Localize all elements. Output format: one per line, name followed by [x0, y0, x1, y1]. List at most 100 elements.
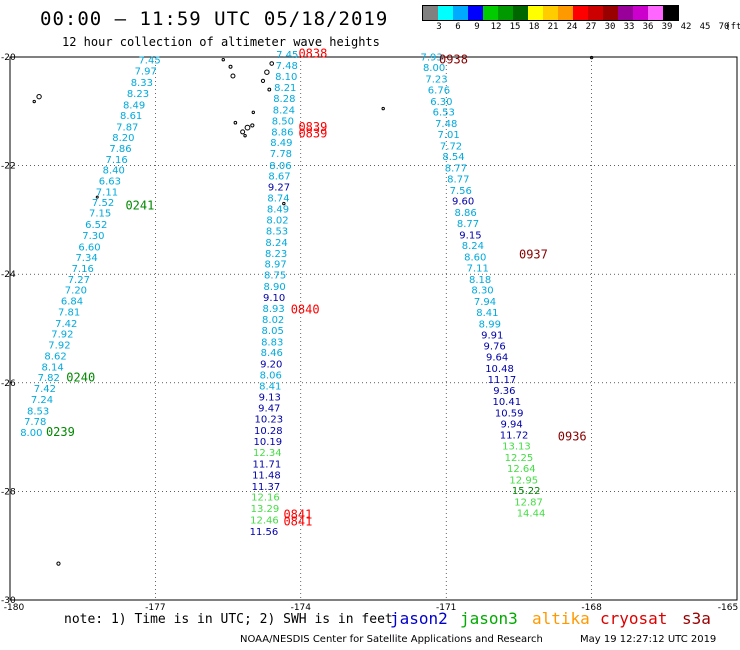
wave-height-value: 11.56 [250, 527, 279, 538]
wave-height-value: 8.28 [273, 94, 295, 105]
wave-height-value: 8.23 [127, 89, 149, 100]
x-tick-label: -171 [436, 603, 456, 613]
chart-title: 00:00 – 11:59 UTC 05/18/2019 [40, 8, 389, 30]
wave-height-value: 7.23 [425, 75, 447, 86]
wave-height-value: 14.44 [517, 508, 546, 519]
wave-height-value: 8.90 [263, 282, 285, 293]
y-tick-label: -22 [1, 162, 16, 172]
wave-height-value: 10.23 [254, 414, 283, 425]
wave-height-value: 7.92 [48, 341, 70, 352]
island-outline [32, 99, 36, 104]
legend-label: 42 [680, 22, 692, 32]
island-outline [95, 195, 99, 199]
wave-height-value: 9.27 [268, 183, 290, 194]
legend-swatch [483, 6, 498, 20]
wave-height-value: 7.82 [38, 373, 60, 384]
wave-height-value: 8.41 [259, 381, 281, 392]
wave-height-value: 8.86 [271, 128, 293, 139]
island-outline [260, 78, 266, 83]
legend-label: 21 [547, 22, 559, 32]
credit-text: NOAA/NESDIS Center for Satellite Applica… [240, 634, 543, 645]
wave-height-value: 8.53 [266, 227, 288, 238]
wave-height-value: 7.16 [105, 155, 127, 166]
island-outline [56, 561, 61, 566]
y-tick-label: -24 [1, 270, 16, 280]
wave-height-value: 7.78 [270, 149, 292, 160]
wave-height-value: 7.92 [51, 330, 73, 341]
wave-height-value: 8.86 [454, 208, 476, 219]
wave-height-value: 7.01 [437, 130, 459, 141]
wave-height-value: 9.76 [484, 342, 506, 353]
wave-height-value: 8.02 [266, 216, 288, 227]
wave-height-value: 13.13 [502, 442, 531, 453]
wave-height-value: 7.56 [450, 186, 472, 197]
x-tick-label: -180 [4, 603, 25, 613]
wave-height-value: 8.05 [262, 326, 284, 337]
wave-height-value: 8.61 [120, 111, 142, 122]
wave-height-value: 7.72 [440, 141, 462, 152]
chart-subtitle: 12 hour collection of altimeter wave hei… [62, 35, 380, 49]
x-tick-label: -165 [718, 603, 738, 613]
wave-height-value: 12.87 [514, 498, 543, 509]
legend-swatch [543, 6, 558, 20]
time-label: 0241 [125, 199, 154, 213]
wave-height-value: 8.74 [267, 193, 289, 204]
legend-swatch [498, 6, 513, 20]
wave-height-value: 12.95 [509, 475, 538, 486]
island-outline [282, 201, 286, 206]
wave-height-value: 10.41 [492, 397, 521, 408]
legend-swatch [468, 6, 483, 20]
island-outline [251, 110, 256, 115]
wave-height-value: 6.60 [78, 242, 100, 253]
time-label: 0936 [558, 429, 587, 443]
wave-height-value: 9.15 [459, 230, 481, 241]
wave-height-value: 8.50 [272, 116, 294, 127]
wave-height-value: 7.30 [82, 231, 104, 242]
island-outline [243, 134, 247, 138]
wave-height-value: 7.11 [96, 187, 118, 198]
island-outline [381, 106, 385, 111]
legend-label: 9 [474, 22, 480, 32]
satellite-jason2: jason2 [390, 609, 448, 628]
legend-swatch [438, 6, 453, 20]
wave-height-value: 7.16 [72, 264, 94, 275]
wave-height-value: 8.99 [479, 319, 501, 330]
wave-height-value: 7.94 [474, 297, 496, 308]
wave-height-value: 7.93 [421, 52, 443, 63]
wave-height-value: 7.45 [138, 56, 160, 67]
wave-height-value: 7.48 [276, 61, 298, 72]
wave-height-value: 9.64 [486, 353, 508, 364]
satellite-cryosat: cryosat [600, 609, 668, 628]
wave-height-value: 7.42 [55, 319, 77, 330]
wave-height-value: 8.24 [462, 241, 484, 252]
island-outlines [32, 55, 594, 566]
wave-height-value: 12.34 [253, 448, 282, 459]
wave-height-value: 8.49 [267, 204, 289, 215]
legend-swatch [588, 6, 603, 20]
island-outline [240, 129, 246, 135]
wave-height-value: 8.33 [131, 78, 153, 89]
wave-height-value: 8.02 [262, 315, 284, 326]
wave-height-value: 9.47 [258, 404, 280, 415]
wave-height-value: 7.81 [58, 307, 80, 318]
island-outline [230, 73, 236, 79]
wave-height-value: 7.24 [31, 395, 53, 406]
wave-height-value: 8.77 [445, 164, 467, 175]
axis-ticks: -180 -177 -174 -171 -168 -165 -20 -22 -24 -26 -28 -… [1, 53, 738, 613]
legend-label: 45 [699, 22, 711, 32]
wave-height-value: 13.29 [251, 504, 280, 515]
y-tick-label: -26 [1, 379, 16, 389]
legend-swatch [513, 6, 528, 20]
wave-height-value: 8.23 [265, 249, 287, 260]
legend-label: 27 [585, 22, 597, 32]
y-tick-label: -30 [1, 596, 16, 606]
legend-swatch [558, 6, 573, 20]
x-tick-label: -177 [145, 603, 165, 613]
legend-label: 36 [642, 22, 654, 32]
wave-height-value: 8.14 [42, 362, 64, 373]
time-label: 0838 [298, 47, 327, 61]
legend-label: 30 [604, 22, 616, 32]
wave-height-value: 8.24 [273, 105, 295, 116]
wave-height-value: 11.72 [500, 431, 529, 442]
